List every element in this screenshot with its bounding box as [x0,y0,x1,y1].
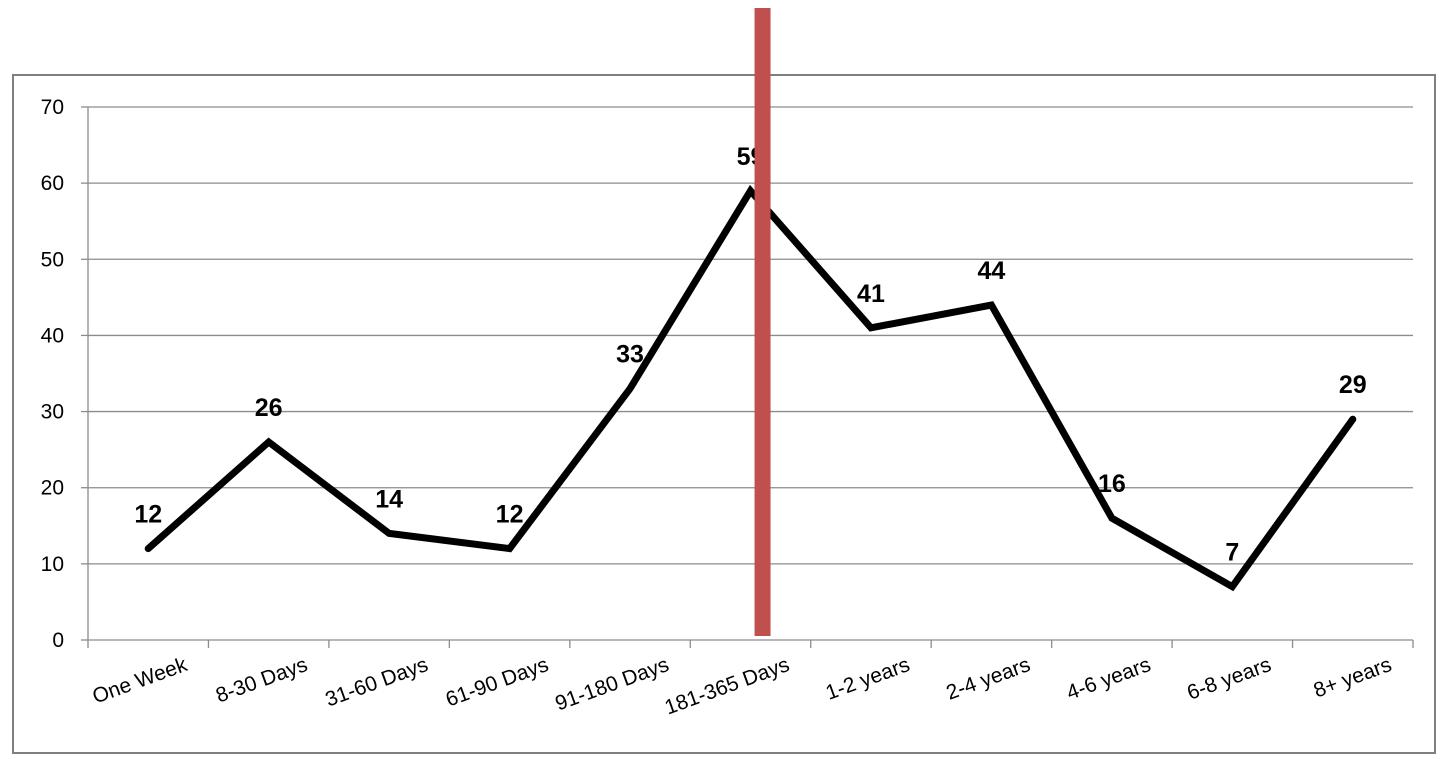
data-point [267,441,270,444]
x-tick-label: 4-6 years [1064,653,1154,705]
data-label: 7 [1225,539,1239,567]
data-point [629,387,632,390]
data-label: 16 [1098,470,1126,498]
data-label: 12 [134,501,162,529]
data-point [749,189,752,192]
divider-layer [754,8,771,636]
data-label: 33 [616,341,644,369]
series-layer [144,184,1357,592]
axis-layer [81,106,1414,648]
y-tick-label: 0 [52,629,64,652]
data-point [147,547,150,550]
grid-layer [88,106,1413,565]
data-label: 12 [496,501,524,529]
y-tick-label: 70 [41,96,64,119]
y-tick-label: 10 [41,553,64,576]
x-tick-label: One Week [89,653,190,709]
x-tick-label: 1-2 years [823,653,913,705]
y-tick-label: 50 [41,248,64,271]
data-label: 41 [857,280,885,308]
divider-bar [754,8,771,636]
x-tick-labels: One Week 8-30 Days 31-60 Days 61-90 Days 91-… [89,653,1394,720]
x-tick-label: 181-365 Days [662,653,793,719]
data-label: 44 [978,257,1006,285]
y-tick-label: 30 [41,401,64,424]
data-point [1351,418,1354,421]
series-line-0 [144,184,1357,592]
x-tick-label: 31-60 Days [322,653,431,711]
y-tick-label: 20 [41,477,64,500]
chart-frame [12,74,1436,754]
x-tick-label: 91-180 Days [552,653,672,715]
data-point [508,547,511,550]
y-tick-label: 40 [41,324,64,347]
data-label: 29 [1339,371,1367,399]
x-tick-label: 61-90 Days [443,653,552,711]
x-tick-label: 2-4 years [943,653,1033,705]
y-tick-labels: 0 10 20 30 40 50 60 70 [41,96,64,652]
data-label: 26 [255,394,283,422]
data-point [1110,517,1113,520]
data-point [388,532,391,535]
x-tick-label: 6-8 years [1184,653,1274,705]
data-label: 14 [375,485,403,513]
data-point [1231,585,1234,588]
x-tick-label: 8+ years [1311,653,1395,702]
x-tick-label: 8-30 Days [213,653,311,707]
data-point [869,326,872,329]
y-tick-label: 60 [41,172,64,195]
data-point [990,303,993,306]
